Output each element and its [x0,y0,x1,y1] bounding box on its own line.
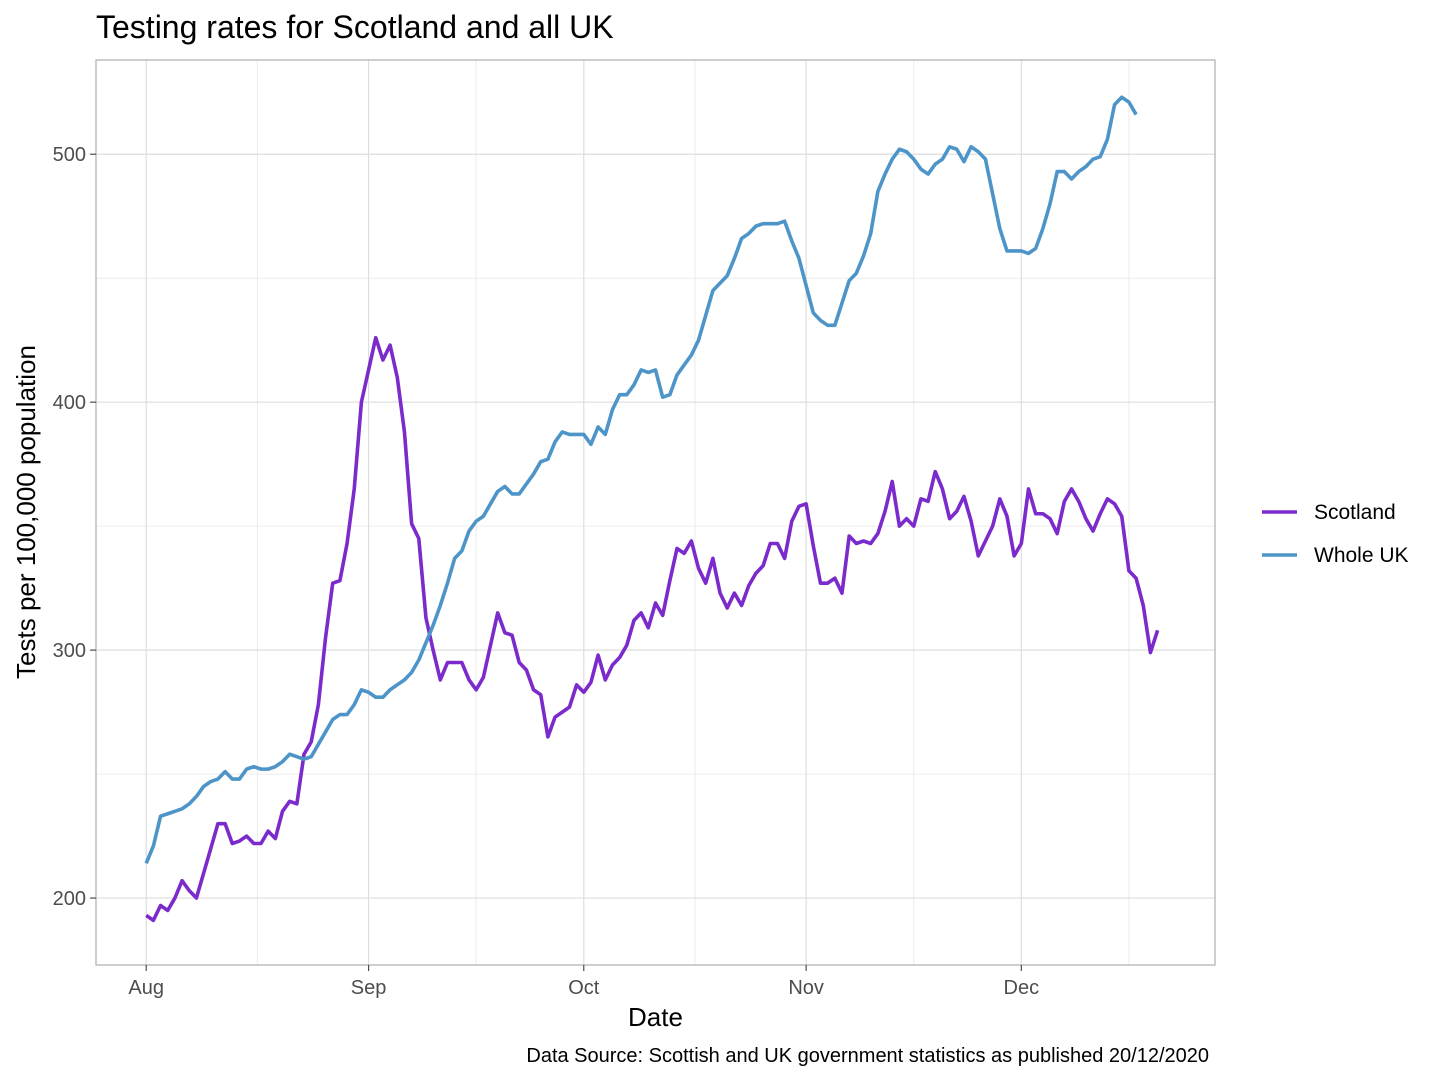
y-tick-label: 400 [53,392,86,414]
major-gridlines [96,60,1215,965]
y-axis-tick-labels: 200 300 400 500 [53,144,96,910]
legend-label-scotland: Scotland [1314,501,1396,524]
legend: Scotland Whole UK [1262,501,1409,567]
series-lines [144,95,1160,923]
x-tick-label: Aug [128,977,164,999]
series-line-whole-uk [144,95,1138,865]
chart-title: Testing rates for Scotland and all UK [96,9,614,45]
plot-panel-border [95,59,1216,966]
x-axis-tick-labels: Aug Sep Oct Nov Dec [128,965,1039,999]
y-tick-label: 300 [53,640,86,662]
legend-label-whole-uk: Whole UK [1314,544,1409,567]
y-tick-label: 200 [53,888,86,910]
minor-gridlines [96,60,1215,965]
x-axis-title: Date [628,1002,683,1032]
series-line-scotland [145,335,1160,923]
y-axis-title: Tests per 100,000 population [11,345,41,679]
x-tick-label: Sep [351,977,387,999]
x-tick-label: Nov [788,977,824,999]
x-tick-label: Dec [1004,977,1040,999]
y-tick-label: 500 [53,144,86,166]
data-source-caption: Data Source: Scottish and UK government … [526,1045,1209,1067]
x-tick-label: Oct [568,977,600,999]
